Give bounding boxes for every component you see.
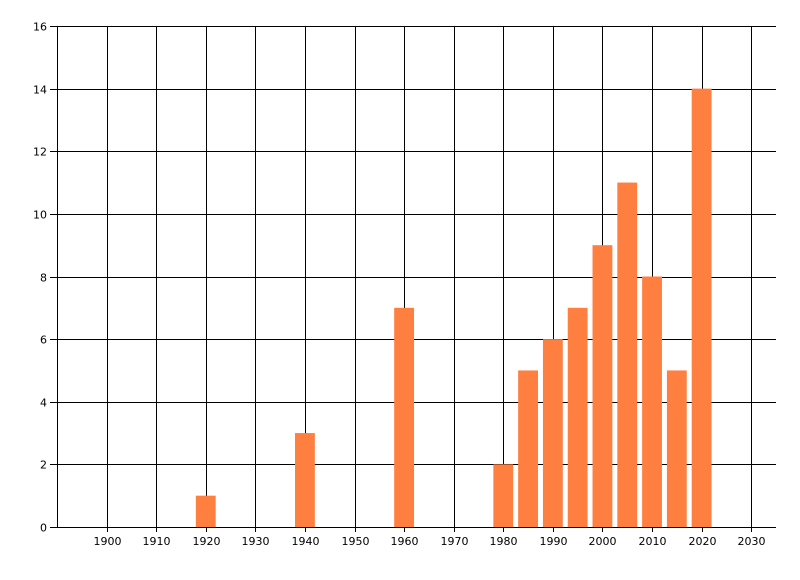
bar-1920: [195, 495, 216, 527]
x-tick-label: 1960: [391, 535, 419, 548]
bar-1995: [567, 307, 588, 527]
x-tick-label: 1970: [441, 535, 469, 548]
y-tick-label: 2: [40, 459, 47, 472]
y-tick-label: 12: [33, 146, 47, 159]
bars: [195, 88, 712, 527]
x-tick-label: 1910: [143, 535, 171, 548]
x-tick-label: 2000: [589, 535, 617, 548]
x-tick-label: 1900: [94, 535, 122, 548]
bar-1960: [394, 307, 415, 527]
bar-1940: [295, 433, 315, 527]
x-tick-label: 2030: [738, 535, 766, 548]
x-tick-label: 1940: [292, 535, 320, 548]
y-tick-label: 14: [33, 84, 47, 97]
x-tick-label: 1930: [242, 535, 270, 548]
tick-labels: 0 2 4 6 8 10 12 14 16 1900 1910 1920 1930 1940 1950 196…: [33, 21, 766, 549]
bar-2020: [691, 88, 712, 527]
x-tick-label: 1920: [193, 535, 221, 548]
bar-1980: [493, 464, 514, 527]
y-tick-label: 6: [40, 334, 47, 347]
bar-2000: [592, 245, 613, 527]
bar-2005: [617, 182, 638, 527]
x-tick-label: 1990: [540, 535, 568, 548]
y-tick-label: 8: [40, 272, 47, 285]
axes: [50, 26, 776, 528]
bar-1990: [542, 339, 563, 527]
y-tick-label: 16: [33, 21, 47, 34]
x-tick-label: 2010: [639, 535, 667, 548]
x-tick-label: 1950: [342, 535, 370, 548]
bar-2010: [642, 276, 662, 527]
x-tick-label: 2020: [689, 535, 717, 548]
bar-2015: [666, 370, 687, 527]
y-tick-label: 4: [40, 397, 47, 410]
y-tick-label: 10: [33, 209, 47, 222]
y-tick-label: 0: [40, 522, 47, 535]
bar-1985: [518, 370, 538, 527]
x-tick-label: 1980: [490, 535, 518, 548]
